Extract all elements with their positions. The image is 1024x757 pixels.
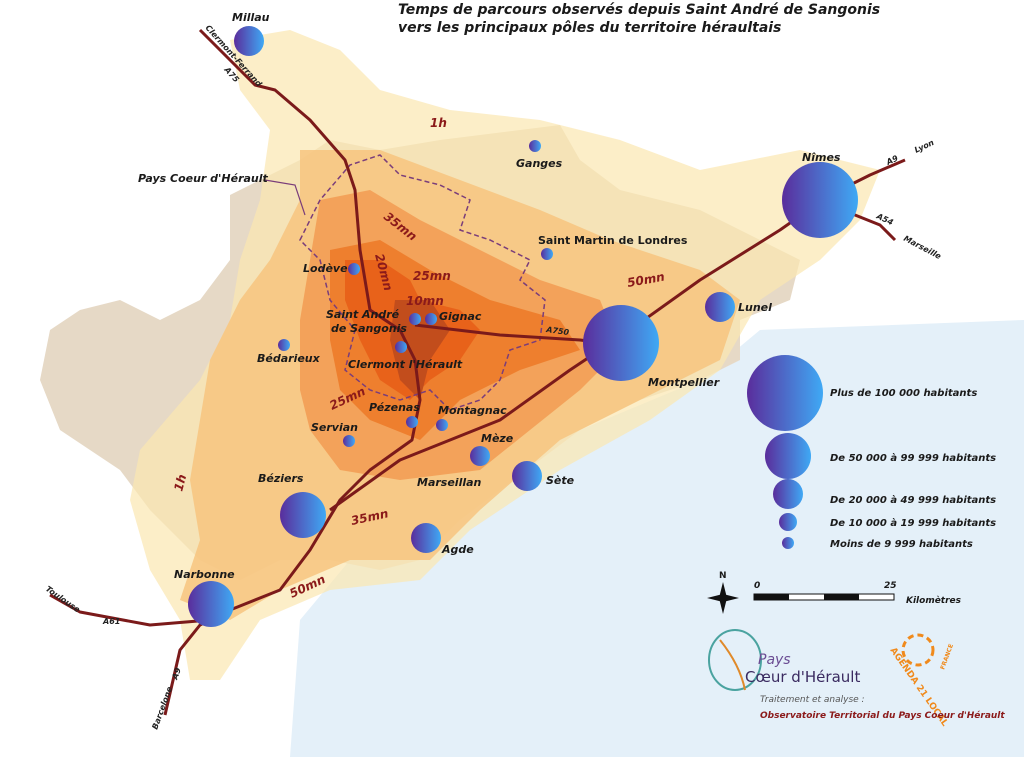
- isochrone-label: 50mn: [626, 270, 666, 290]
- city-label: Nîmes: [802, 151, 841, 164]
- pays-pointer: [264, 179, 306, 216]
- road-label: Barcelone: [150, 685, 174, 731]
- legend: Plus de 100 000 habitants De 50 000 à 99…: [747, 355, 996, 550]
- road-label: A9: [884, 154, 900, 168]
- logo-text: Pays: [758, 652, 791, 668]
- logo-ring: [708, 629, 762, 691]
- city-label: Montagnac: [438, 404, 507, 417]
- city-marker: [470, 446, 490, 466]
- legend-label: De 20 000 à 49 999 habitants: [830, 494, 996, 506]
- scale-segment: [754, 594, 789, 600]
- city-marker: [512, 461, 542, 491]
- legend-symbol: [747, 355, 823, 431]
- city-marker: [436, 419, 448, 431]
- city-label: Sète: [546, 474, 575, 487]
- north-label: N: [719, 571, 727, 581]
- city-marker: [529, 140, 541, 152]
- title: Temps de parcours observés depuis Saint …: [398, 2, 880, 18]
- scale-label: 0: [754, 581, 760, 591]
- city-marker: [782, 162, 858, 238]
- logo-ring: [901, 633, 935, 667]
- road-label: A750: [545, 325, 570, 337]
- road-label: A61: [102, 617, 120, 626]
- city-label: Millau: [232, 11, 270, 24]
- legend-symbol: [779, 513, 797, 531]
- isochrone-label: 25mn: [413, 269, 451, 283]
- city-label: Agde: [441, 543, 474, 556]
- legend-label: Plus de 100 000 habitants: [830, 388, 977, 399]
- city-label: Bédarieux: [257, 352, 321, 365]
- logo-stroke: [719, 639, 746, 691]
- city-marker: [234, 26, 264, 56]
- city-label: Narbonne: [174, 568, 235, 581]
- title: vers les principaux pôles du territoire …: [398, 20, 781, 36]
- zone-10mn: [390, 300, 450, 400]
- scale-bar: 0 25 Kilomètres: [753, 581, 962, 606]
- city-label: Servian: [311, 421, 358, 434]
- road-a75: [163, 28, 422, 716]
- legend-label: Moins de 9 999 habitants: [830, 539, 973, 550]
- city-label: Gignac: [439, 310, 482, 323]
- city-marker: [348, 263, 360, 275]
- legend-label: De 50 000 à 99 999 habitants: [830, 452, 996, 464]
- city-marker: [395, 341, 407, 353]
- sea: [290, 320, 1024, 757]
- legend-symbol: [773, 479, 803, 509]
- city-label: Ganges: [516, 157, 563, 170]
- legend-symbol: [782, 537, 794, 549]
- north-arrow: N: [707, 571, 739, 614]
- city-marker: [280, 492, 326, 538]
- legend-symbol: [765, 433, 811, 479]
- logo-text: Cœur d'Hérault: [745, 668, 860, 686]
- credit: Traitement et analyse :: [760, 695, 865, 705]
- city-label: de Sangonis: [331, 322, 407, 335]
- scale-segment: [824, 594, 859, 600]
- city-marker: [343, 435, 355, 447]
- city-markers: [188, 26, 858, 627]
- city-marker: [583, 305, 659, 381]
- city-label: Pézenas: [369, 401, 420, 414]
- city-label: Béziers: [258, 472, 304, 485]
- city-label: Saint André: [326, 308, 400, 321]
- city-marker: [425, 313, 437, 325]
- credit: Observatoire Territorial du Pays Coeur d…: [760, 710, 1005, 721]
- city-marker: [541, 248, 553, 260]
- city-marker: [409, 313, 421, 325]
- city-label: Clermont l'Hérault: [348, 358, 463, 371]
- road-label: Marseille: [902, 234, 943, 262]
- road-label: A9: [170, 666, 183, 681]
- city-marker: [278, 339, 290, 351]
- road-label: Lyon: [913, 138, 936, 155]
- legend-label: De 10 000 à 19 999 habitants: [830, 517, 996, 529]
- scale-unit: Kilomètres: [906, 595, 962, 606]
- road-label: Toulouse: [44, 584, 82, 614]
- city-label: Saint Martin de Londres: [538, 234, 688, 247]
- logo-pays: Pays Cœur d'Hérault: [708, 629, 860, 691]
- city-label: Lodève: [303, 262, 348, 275]
- city-label: Montpellier: [648, 376, 720, 389]
- road-a61: [49, 593, 211, 627]
- scale-label: 25: [884, 581, 897, 591]
- city-label: Mèze: [481, 432, 514, 445]
- city-marker: [188, 581, 234, 627]
- city-marker: [705, 292, 735, 322]
- city-marker: [411, 523, 441, 553]
- pays-boundary: [299, 154, 546, 411]
- boundary-label: Pays Coeur d'Hérault: [138, 172, 269, 185]
- city-label: Lunel: [738, 301, 772, 314]
- isochrone-label: 1h: [171, 473, 189, 493]
- isochrone-label: 10mn: [406, 294, 444, 308]
- compass: [707, 582, 739, 614]
- city-marker: [406, 416, 418, 428]
- city-label: Marseillan: [417, 476, 482, 489]
- isochrone-label: 1h: [430, 116, 447, 130]
